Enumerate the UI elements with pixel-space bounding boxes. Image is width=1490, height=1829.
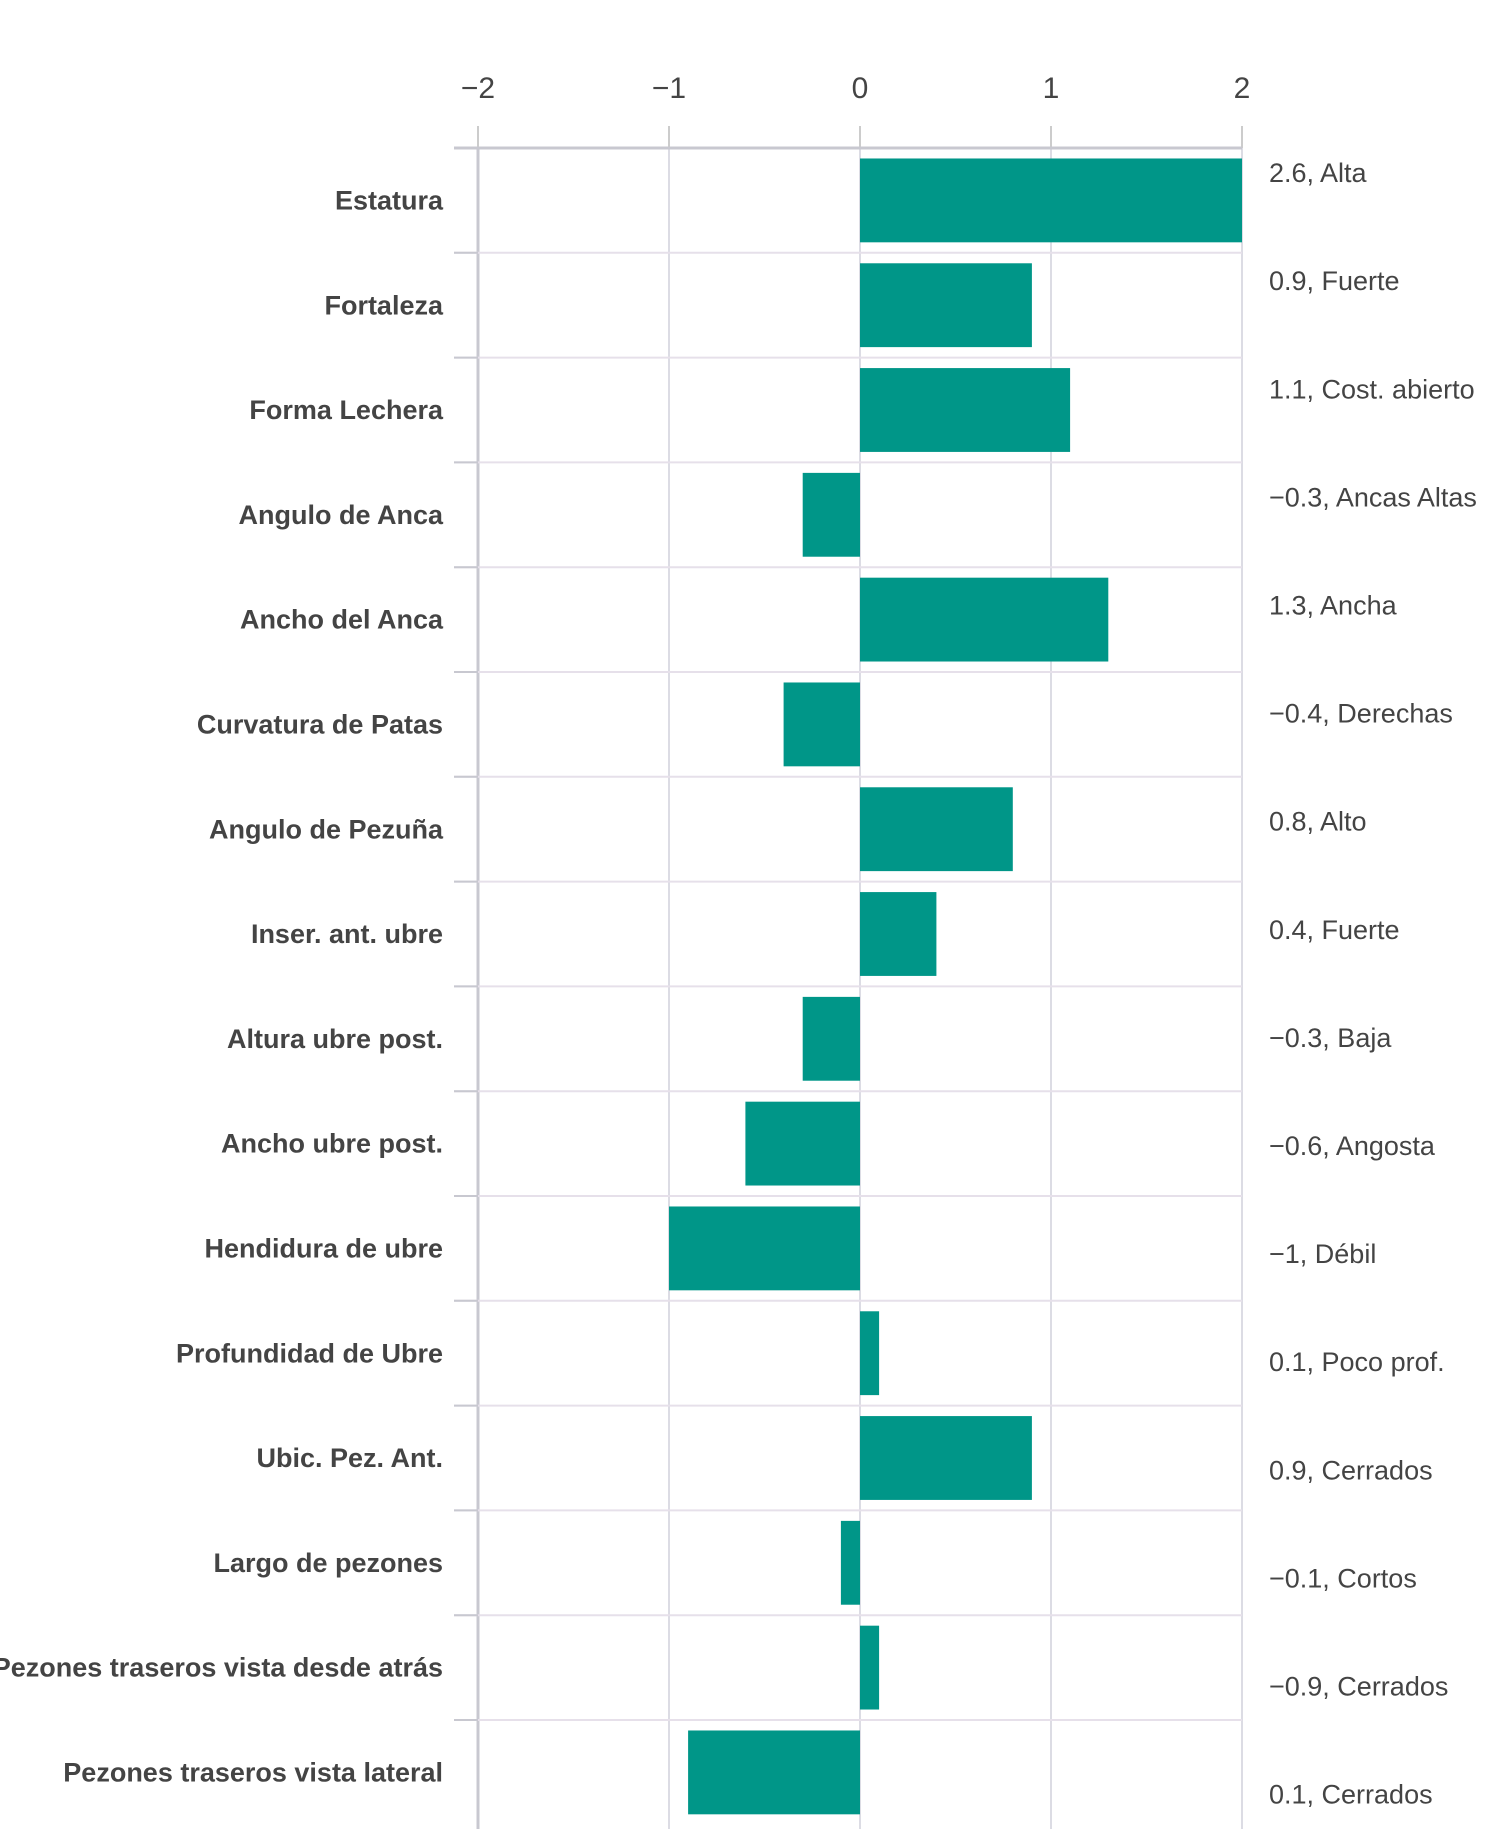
bar xyxy=(802,996,860,1081)
bar xyxy=(860,1416,1032,1500)
labels: −2 −1 0 1 2 Estatura 2.6, Alta Fortaleza 0.9, Fu… xyxy=(0,72,1477,1810)
category-label: Fortaleza xyxy=(324,290,444,320)
x-tick-label: −1 xyxy=(652,72,686,105)
bar xyxy=(669,1206,860,1291)
category-label: Largo de pezones xyxy=(213,1548,443,1578)
bar xyxy=(840,1520,860,1605)
category-label: Ancho del Anca xyxy=(240,605,444,635)
category-label: Altura ubre post. xyxy=(227,1024,443,1054)
bar xyxy=(860,787,1013,872)
category-label: Angulo de Anca xyxy=(238,500,443,530)
annotation: −0.1, Cortos xyxy=(1269,1563,1417,1593)
bar xyxy=(745,1101,860,1186)
annotation: −0.4, Derechas xyxy=(1269,699,1453,729)
bar xyxy=(802,472,860,557)
category-label: Forma Lechera xyxy=(249,395,444,425)
annotation: −0.3, Ancas Altas xyxy=(1269,482,1477,512)
category-label: Pezones traseros vista lateral xyxy=(63,1758,443,1788)
x-tick-label: 1 xyxy=(1043,72,1060,105)
annotation: 0.9, Cerrados xyxy=(1269,1455,1433,1485)
x-tick-label: 2 xyxy=(1234,72,1251,105)
category-label: Inser. ant. ubre xyxy=(251,919,443,949)
category-label: Curvatura de Patas xyxy=(197,710,443,740)
category-label: Ubic. Pez. Ant. xyxy=(256,1443,443,1473)
category-label: Estatura xyxy=(335,186,444,216)
annotation: 0.1, Poco prof. xyxy=(1269,1347,1445,1377)
bar xyxy=(860,158,1242,243)
annotation: −0.3, Baja xyxy=(1269,1023,1392,1053)
annotation: 0.9, Fuerte xyxy=(1269,266,1400,296)
annotation: −0.9, Cerrados xyxy=(1269,1672,1448,1702)
x-tick-label: 0 xyxy=(852,72,869,105)
x-tick-label: −2 xyxy=(461,72,495,105)
bar xyxy=(860,1311,880,1396)
annotation: −0.6, Angosta xyxy=(1269,1131,1436,1161)
category-label: Profundidad de Ubre xyxy=(176,1338,443,1368)
category-label: Angulo de Pezuña xyxy=(209,814,444,844)
bar xyxy=(783,682,860,767)
annotation: −1, Débil xyxy=(1269,1239,1376,1269)
annotation: 1.3, Ancha xyxy=(1269,591,1398,621)
bars xyxy=(669,158,1242,1815)
annotation: 2.6, Alta xyxy=(1269,158,1368,188)
bar xyxy=(860,368,1071,452)
annotation: 0.8, Alto xyxy=(1269,807,1367,837)
annotation: 1.1, Cost. abierto xyxy=(1269,374,1475,404)
bar xyxy=(688,1730,860,1815)
bar xyxy=(860,892,937,976)
annotation: 0.1, Cerrados xyxy=(1269,1780,1433,1810)
bar xyxy=(860,1625,880,1710)
category-label: Hendidura de ubre xyxy=(204,1234,443,1264)
bar xyxy=(860,577,1109,662)
category-label: Pezones traseros vista desde atrás xyxy=(0,1653,443,1683)
annotation: 0.4, Fuerte xyxy=(1269,915,1400,945)
bar xyxy=(860,263,1032,348)
category-label: Ancho ubre post. xyxy=(221,1129,443,1159)
